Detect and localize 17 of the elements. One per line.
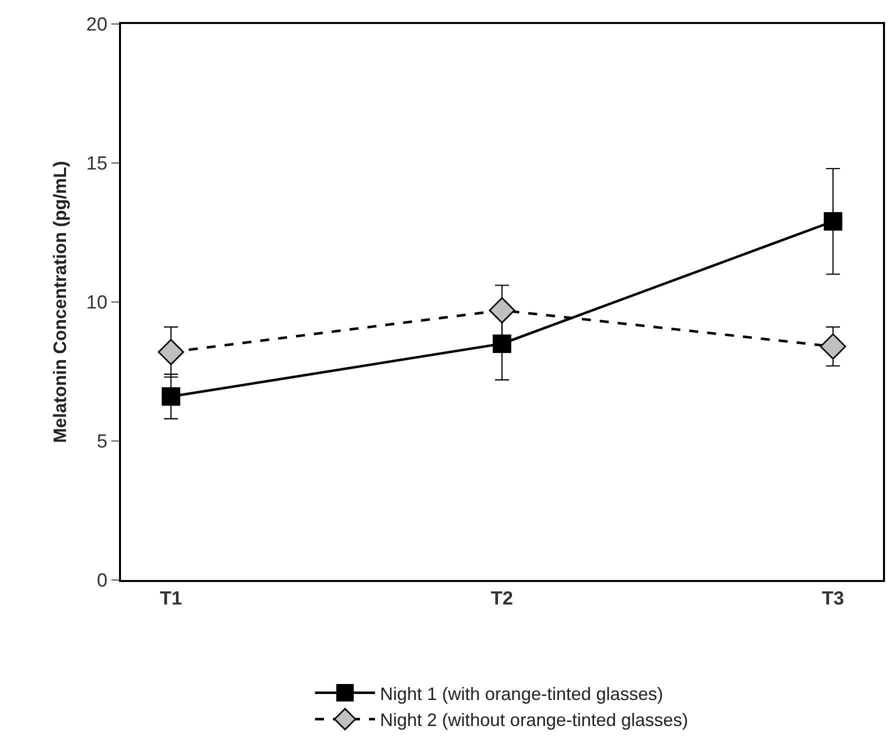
y-tick-label: 0 <box>96 570 108 592</box>
y-tick-label: 5 <box>96 432 108 453</box>
x-tick-label: T1 <box>160 588 182 610</box>
y-tick-label: 15 <box>86 154 108 175</box>
y-axis-title: Melatonin Concentration (pg/mL) <box>50 161 70 443</box>
point <box>488 297 516 324</box>
point <box>492 334 512 353</box>
point <box>158 338 184 366</box>
legend-label: Night 2 (without orange-tinted glasses) <box>380 710 688 730</box>
y-tick-label: 20 <box>86 14 108 36</box>
point <box>824 212 842 231</box>
point <box>820 333 846 360</box>
legend-label: Night 1 (with orange-tinted glasses) <box>380 684 664 704</box>
point <box>162 387 180 406</box>
y-tick-label: 10 <box>86 292 108 314</box>
x-tick-label: T2 <box>490 588 514 610</box>
x-tick-label: T3 <box>822 588 844 610</box>
